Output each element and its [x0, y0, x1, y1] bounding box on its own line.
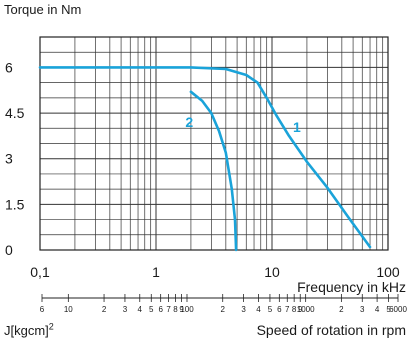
- secondary-tick-label: 6: [158, 305, 163, 314]
- unit-superscript: 2: [48, 322, 54, 332]
- series-lines: [38, 66, 372, 252]
- secondary-tick-label: 9: [179, 305, 184, 314]
- y-tick-label: 1.5: [5, 196, 25, 212]
- x-axis-title: Frequency in kHz: [297, 279, 406, 295]
- secondary-tick-label: 4: [256, 305, 261, 314]
- secondary-tick-label: 6000: [389, 305, 407, 314]
- y-tick-label: 6: [5, 59, 13, 75]
- series-line-1: [38, 66, 372, 249]
- secondary-tick-label: 3: [241, 305, 246, 314]
- grid: [39, 36, 389, 251]
- secondary-tick-label: 100: [180, 305, 194, 314]
- secondary-tick-label: 9: [298, 305, 303, 314]
- series-line-2: [189, 90, 238, 252]
- y-axis-title: Torque in Nm: [4, 2, 82, 17]
- x-tick-label: 10: [264, 264, 280, 280]
- secondary-axis-title: Speed of rotation in rpm: [256, 322, 406, 338]
- x-tick-label: 0,1: [30, 264, 50, 280]
- secondary-tick-label: 8: [173, 305, 178, 314]
- secondary-tick-label: 2: [339, 305, 344, 314]
- secondary-tick-label: 8: [292, 305, 297, 314]
- secondary-tick-label: 6: [40, 305, 45, 314]
- x-tick-label: 100: [376, 264, 400, 280]
- plot-frame: [39, 36, 389, 251]
- tick-labels: 0,1 1 10 100 0 1.5 3 4.5 6 1 2: [5, 59, 400, 280]
- x-tick-label: 1: [152, 264, 160, 280]
- secondary-tick-label: 3: [123, 305, 128, 314]
- secondary-tick-label: 1000: [297, 305, 315, 314]
- secondary-tick-label: 5: [149, 305, 154, 314]
- y-tick-label: 0: [5, 242, 13, 258]
- secondary-tick-label: 7: [285, 305, 290, 314]
- secondary-unit-text: J[kgcm]2: [4, 322, 54, 339]
- secondary-tick-label: 5: [268, 305, 273, 314]
- secondary-tick-label: 3: [360, 305, 365, 314]
- secondary-tick-label: 2: [102, 305, 107, 314]
- secondary-tick-label: 10: [64, 305, 73, 314]
- y-tick-label: 3: [5, 151, 13, 167]
- secondary-tick-label: 2: [220, 305, 225, 314]
- secondary-tick-label: 6: [277, 305, 282, 314]
- axes: [39, 36, 389, 251]
- y-tick-label: 4.5: [5, 105, 25, 121]
- secondary-tick-label: 7: [166, 305, 171, 314]
- secondary-unit-label: J[kgcm]2: [4, 322, 54, 338]
- secondary-tick-label: 4: [375, 305, 380, 314]
- series-label-1: 1: [293, 119, 301, 135]
- secondary-tick-label: 4: [138, 305, 143, 314]
- series-label-2: 2: [185, 114, 193, 130]
- secondary-tick-label: 5: [386, 305, 391, 314]
